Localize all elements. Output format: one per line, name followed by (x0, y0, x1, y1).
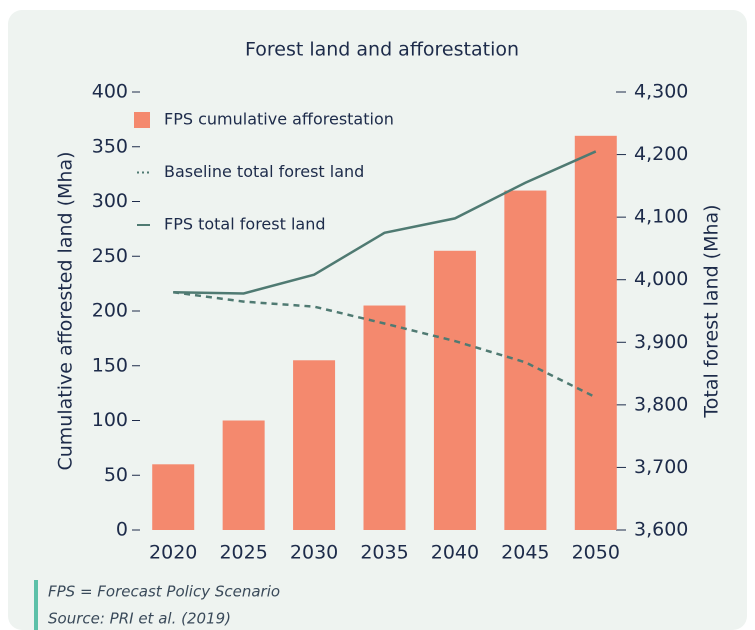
x-tick-label: 2035 (360, 542, 408, 564)
y-tick-label: 300 (92, 190, 128, 212)
bar (504, 190, 547, 531)
note: Source: PRI et al. (2019) (48, 610, 231, 628)
note-bar (34, 580, 38, 630)
bar (222, 420, 265, 530)
legend-label: Baseline total forest land (164, 162, 364, 181)
y2-tick-label: 4,100 (634, 206, 688, 228)
y2-tick-label: 3,800 (634, 393, 688, 415)
y2-tick-label: 4,000 (634, 268, 688, 290)
y2-tick-label: 3,900 (634, 331, 688, 353)
bar (152, 464, 195, 530)
y-tick-label: 250 (92, 245, 128, 267)
y2-axis-title: Total forest land (Mha) (701, 204, 723, 418)
legend-label: FPS total forest land (164, 215, 326, 234)
bar (363, 305, 406, 530)
x-tick-label: 2030 (290, 542, 338, 564)
y2-tick-label: 4,200 (634, 143, 688, 165)
y-tick-label: 350 (92, 135, 128, 157)
line (173, 290, 597, 399)
y-axis-title: Cumulative afforested land (Mha) (55, 151, 77, 470)
y-tick-label: 200 (92, 300, 128, 322)
line (173, 150, 597, 295)
y2-tick-label: 3,600 (634, 519, 688, 541)
x-tick-label: 2040 (431, 542, 479, 564)
x-tick-label: 2025 (219, 542, 267, 564)
legend-label: FPS cumulative afforestation (164, 110, 394, 129)
y-tick-label: 50 (104, 464, 128, 486)
y-tick-label: 400 (92, 81, 128, 103)
y-tick-label: 150 (92, 354, 128, 376)
bar (293, 360, 336, 530)
bar (433, 250, 476, 530)
y2-tick-label: 3,700 (634, 456, 688, 478)
x-tick-label: 2045 (501, 542, 549, 564)
x-tick-label: 2020 (149, 542, 197, 564)
legend-swatch (134, 112, 150, 128)
y2-tick-label: 4,300 (634, 81, 688, 103)
chart-title: Forest land and afforestation (245, 39, 519, 61)
x-tick-label: 2050 (572, 542, 620, 564)
y-tick-label: 100 (92, 409, 128, 431)
bar (574, 135, 617, 531)
note: FPS = Forecast Policy Scenario (48, 583, 280, 601)
y-tick-label: 0 (116, 519, 128, 541)
